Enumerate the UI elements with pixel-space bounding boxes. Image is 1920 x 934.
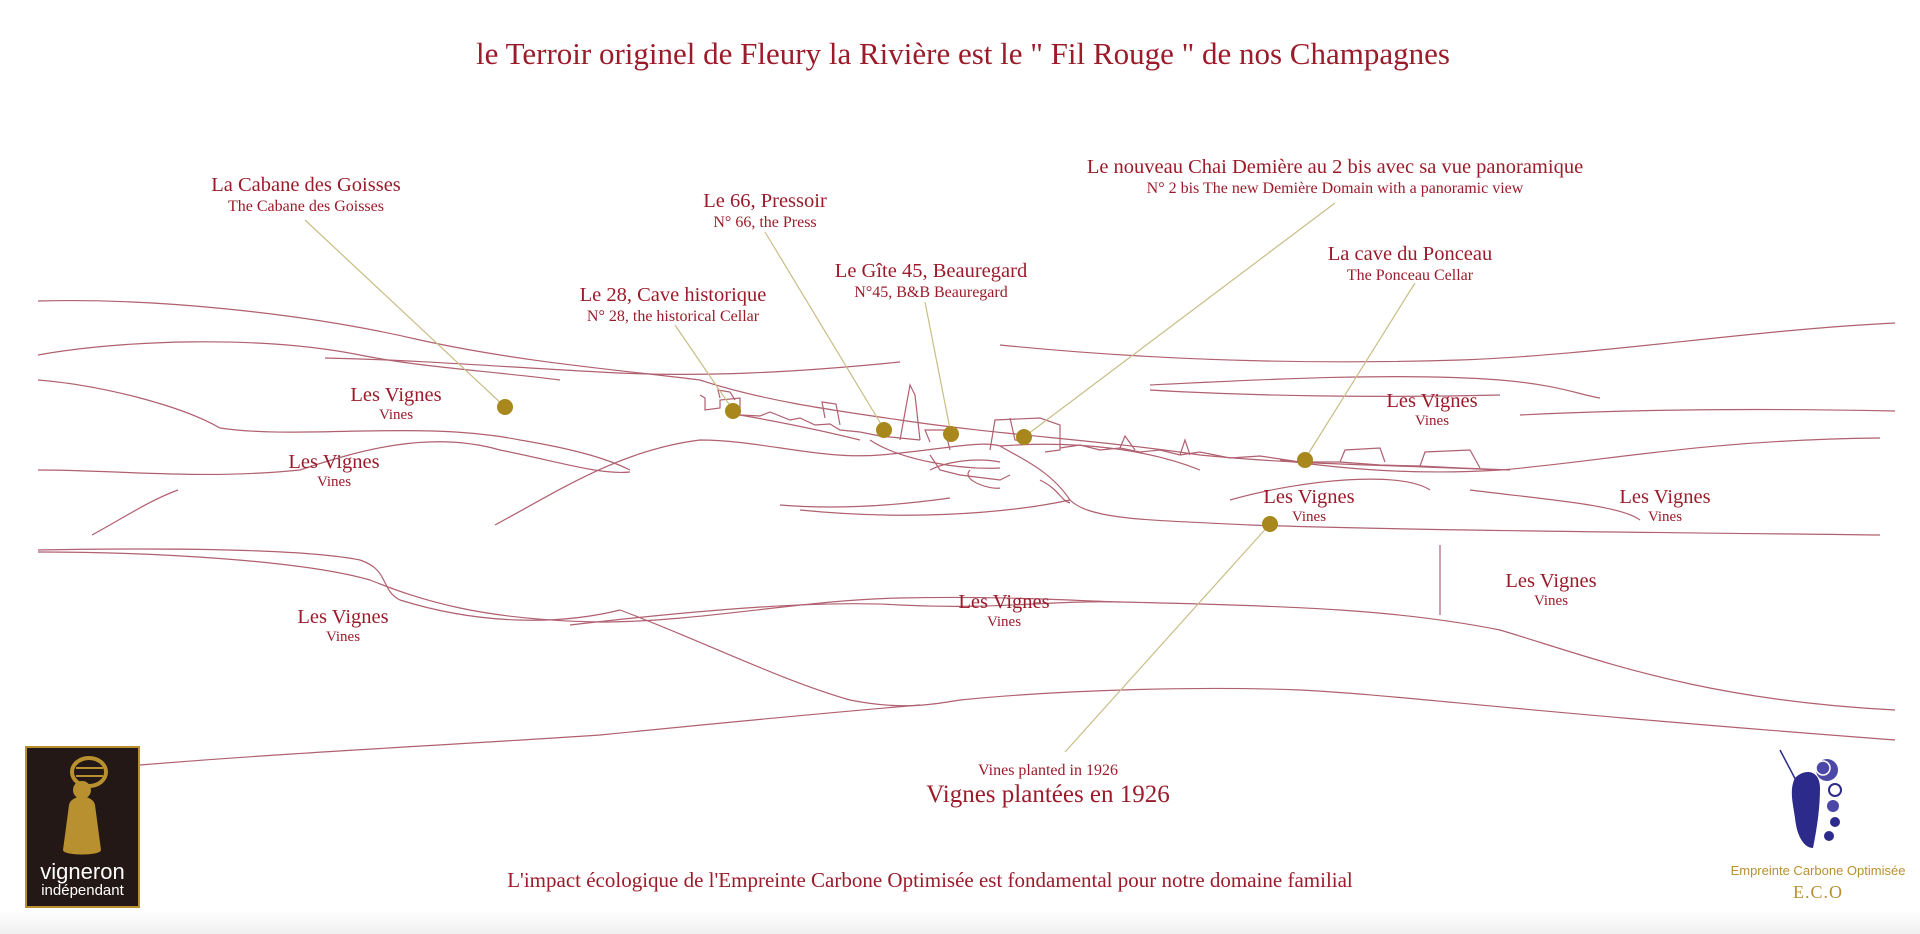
- vigneron-independant-logo[interactable]: vigneron indépendant: [25, 746, 140, 908]
- vine-name: Les Vignes: [1619, 486, 1711, 508]
- label-sub: N° 28, the historical Cellar: [586, 308, 760, 325]
- marker-45[interactable]: [943, 426, 959, 442]
- label-name: Le Gîte 45, Beauregard: [834, 260, 1028, 282]
- label-name: La Cabane des Goisses: [211, 174, 401, 196]
- marker-28[interactable]: [725, 403, 741, 419]
- label-name: Le 28, Cave historique: [579, 284, 767, 306]
- eco-logo-line1: Empreinte Carbone Optimisée: [1730, 863, 1906, 878]
- vine-label: Les Vignes Vines: [1263, 486, 1354, 526]
- vine-sub: Vines: [1414, 413, 1450, 429]
- eco-logo-line2: E.C.O: [1793, 882, 1843, 902]
- vine-sub: Vines: [325, 629, 361, 645]
- marker-cabane[interactable]: [497, 399, 513, 415]
- page-title: le Terroir originel de Fleury la Rivière…: [476, 36, 1450, 71]
- badge-line1: vigneron: [40, 859, 125, 884]
- label-cabane[interactable]: La Cabane des Goisses The Cabane des Goi…: [211, 174, 401, 216]
- winemaker-barrel-icon: [63, 756, 108, 855]
- vine-sub: Vines: [1647, 509, 1683, 525]
- vine-label: Les Vignes Vines: [958, 591, 1049, 631]
- vine-name: Les Vignes: [958, 591, 1050, 613]
- vine-name: Les Vignes: [350, 384, 442, 406]
- vine-label: Les Vignes Vines: [1386, 390, 1477, 430]
- vine-name: Les Vignes: [1505, 570, 1597, 592]
- label-sub: N° 66, the Press: [713, 214, 817, 231]
- marker-1926[interactable]: [1262, 516, 1278, 532]
- label-name: La cave du Ponceau: [1327, 243, 1493, 265]
- footer-text: L'impact écologique de l'Empreinte Carbo…: [507, 868, 1353, 892]
- label-28[interactable]: Le 28, Cave historique N° 28, the histor…: [580, 284, 767, 326]
- label-name: Le nouveau Chai Demière au 2 bis avec sa…: [1086, 156, 1584, 178]
- location-markers: [497, 399, 1313, 532]
- vine-sub: Vines: [378, 407, 414, 423]
- vine-name: Les Vignes: [288, 451, 380, 473]
- label-ponceau[interactable]: La cave du Ponceau The Ponceau Cellar: [1328, 243, 1493, 285]
- vine-label: Les Vignes Vines: [1505, 570, 1596, 610]
- vine-name: Les Vignes: [1386, 390, 1478, 412]
- label-sub: N°45, B&B Beauregard: [854, 284, 1008, 301]
- vine-sub: Vines: [986, 614, 1022, 630]
- planted-name: Vignes plantées en 1926: [926, 781, 1170, 808]
- vine-name: Les Vignes: [297, 606, 389, 628]
- bottom-scroll-shadow: [0, 910, 1920, 934]
- planted-1926-label[interactable]: Vines planted in 1926 Vignes plantées en…: [926, 762, 1170, 810]
- grape-cluster-icon: [1779, 749, 1842, 848]
- label-2bis[interactable]: Le nouveau Chai Demière au 2 bis avec sa…: [1087, 156, 1583, 198]
- badge-line2: indépendant: [41, 882, 124, 899]
- label-sub: The Ponceau Cellar: [1346, 267, 1474, 284]
- vine-sub: Vines: [1291, 509, 1327, 525]
- label-name: Le 66, Pressoir: [703, 190, 827, 212]
- label-45[interactable]: Le Gîte 45, Beauregard N°45, B&B Beaureg…: [835, 260, 1027, 302]
- vine-name: Les Vignes: [1263, 486, 1355, 508]
- marker-2bis[interactable]: [1016, 429, 1032, 445]
- vine-sub: Vines: [1533, 593, 1569, 609]
- label-sub: The Cabane des Goisses: [228, 198, 384, 215]
- planted-sub: Vines planted in 1926: [978, 762, 1118, 779]
- label-66[interactable]: Le 66, Pressoir N° 66, the Press: [703, 190, 827, 232]
- vine-label: Les Vignes Vines: [1619, 486, 1710, 526]
- vine-label: Les Vignes Vines: [297, 606, 388, 646]
- vine-label: Les Vignes Vines: [288, 451, 379, 491]
- label-sub: N° 2 bis The new Demière Domain with a p…: [1146, 180, 1524, 197]
- vine-label: Les Vignes Vines: [350, 384, 441, 424]
- marker-ponceau[interactable]: [1297, 452, 1313, 468]
- marker-66[interactable]: [876, 422, 892, 438]
- vine-sub: Vines: [316, 474, 352, 490]
